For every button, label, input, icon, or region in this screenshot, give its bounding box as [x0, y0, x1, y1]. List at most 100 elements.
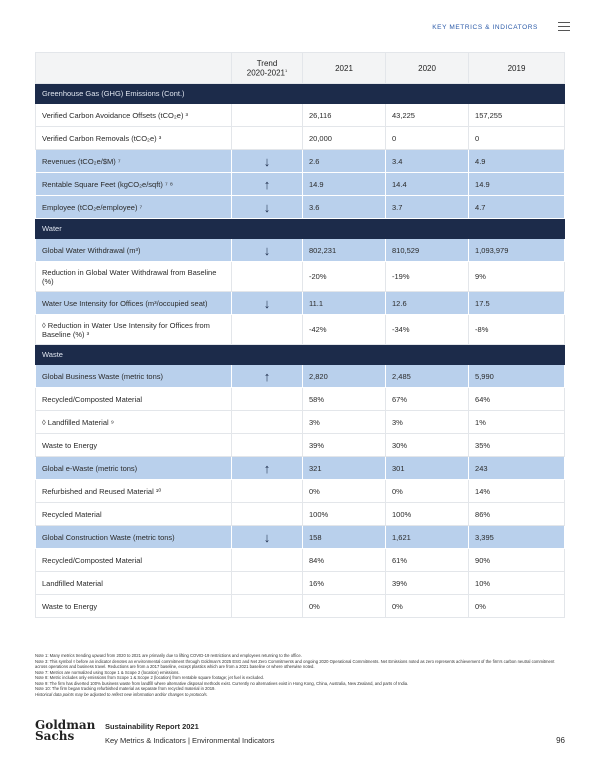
value-2020: 0%: [385, 594, 470, 618]
value-2021: 3%: [301, 410, 387, 434]
metric-label: Verified Carbon Removals (tCO₂e) ³: [35, 126, 232, 150]
trend-cell: ↑: [231, 456, 303, 480]
table-row: Global Construction Waste (metric tons) …: [35, 525, 565, 549]
trend-cell: [231, 314, 303, 345]
value-2019: 0: [468, 126, 565, 150]
arrow-up-icon: ↑: [263, 368, 271, 384]
arrow-down-icon: ↓: [263, 199, 271, 215]
value-2021: 20,000: [301, 126, 387, 150]
value-2021: 0%: [301, 594, 387, 618]
value-2020: -34%: [385, 314, 470, 345]
value-2020: -19%: [385, 261, 470, 292]
page-number: 96: [556, 736, 565, 745]
value-2019: 10%: [468, 571, 565, 595]
trend-cell: [231, 479, 303, 503]
arrow-up-icon: ↑: [263, 176, 271, 192]
value-2019: 64%: [468, 387, 565, 411]
metrics-table: Trend 2020-20211 2021 2020 2019 Greenhous…: [35, 52, 565, 618]
value-2021: 2.6: [301, 149, 387, 173]
value-2021: 2,820: [301, 364, 387, 388]
trend-cell: ↑: [231, 172, 303, 196]
year-2020-header: 2020: [385, 52, 470, 84]
table-row: Revenues (tCO₂e/$M) ⁷ ↓ 2.6 3.4 4.9: [35, 149, 565, 173]
value-2021: 158: [301, 525, 387, 549]
value-2021: 0%: [301, 479, 387, 503]
metric-label: Recycled/Composted Material: [35, 548, 232, 572]
trend-cell: ↓: [231, 195, 303, 219]
value-2020: 0: [385, 126, 470, 150]
metric-label: Waste to Energy: [35, 594, 232, 618]
value-2021: 3.6: [301, 195, 387, 219]
value-2020: 39%: [385, 571, 470, 595]
table-row: Global e-Waste (metric tons) ↑ 321 301 2…: [35, 456, 565, 480]
trend-cell: [231, 410, 303, 434]
metric-label: Water Use Intensity for Offices (m³/occu…: [35, 291, 232, 315]
value-2020: 61%: [385, 548, 470, 572]
value-2020: 30%: [385, 433, 470, 457]
label-header: [35, 52, 232, 84]
value-2019: -8%: [468, 314, 565, 345]
trend-cell: [231, 594, 303, 618]
value-2021: 14.9: [301, 172, 387, 196]
value-2021: 11.1: [301, 291, 387, 315]
table-row: Global Water Withdrawal (m³) ↓ 802,231 8…: [35, 238, 565, 262]
metric-label: Global Water Withdrawal (m³): [35, 238, 232, 262]
arrow-down-icon: ↓: [263, 295, 271, 311]
trend-cell: [231, 261, 303, 292]
table-row: Recycled/Composted Material 58% 67% 64%: [35, 387, 565, 411]
value-2020: 0%: [385, 479, 470, 503]
footnote: Note 1: Many metrics trending upward fro…: [35, 653, 302, 658]
value-2019: 35%: [468, 433, 565, 457]
value-2020: 2,485: [385, 364, 470, 388]
arrow-up-icon: ↑: [263, 460, 271, 476]
value-2020: 3.4: [385, 149, 470, 173]
metric-label: Recycled/Composted Material: [35, 387, 232, 411]
metric-label: Refurbished and Reused Material ¹⁰: [35, 479, 232, 503]
trend-cell: [231, 433, 303, 457]
value-2020: 1,621: [385, 525, 470, 549]
value-2019: 14%: [468, 479, 565, 503]
value-2021: 802,231: [301, 238, 387, 262]
trend-cell: ↓: [231, 238, 303, 262]
value-2021: 84%: [301, 548, 387, 572]
value-2020: 3%: [385, 410, 470, 434]
value-2021: 100%: [301, 502, 387, 526]
footnote: Note 10: The firm began tracking refurbi…: [35, 686, 216, 691]
footnote: Historical data points may be adjusted t…: [35, 691, 208, 697]
footnote: Note 8: Metric includes only emissions f…: [35, 675, 265, 680]
arrow-down-icon: ↓: [263, 242, 271, 258]
value-2021: -20%: [301, 261, 387, 292]
table-row: Reduction in Global Water Withdrawal fro…: [35, 261, 565, 292]
menu-icon[interactable]: [558, 22, 570, 34]
value-2020: 100%: [385, 502, 470, 526]
metric-label: ◊ Landfilled Material ⁹: [35, 410, 232, 434]
value-2019: 9%: [468, 261, 565, 292]
table-row: Employee (tCO₂e/employee) ⁷ ↓ 3.6 3.7 4.…: [35, 195, 565, 219]
value-2019: 0%: [468, 594, 565, 618]
value-2021: 26,116: [301, 103, 387, 127]
value-2019: 243: [468, 456, 565, 480]
table-row: Rentable Square Feet (kgCO₂e/sqft) ⁷ ⁸ ↑…: [35, 172, 565, 196]
value-2020: 43,225: [385, 103, 470, 127]
table-row: Verified Carbon Removals (tCO₂e) ³ 20,00…: [35, 126, 565, 150]
value-2020: 67%: [385, 387, 470, 411]
table-row: Water Use Intensity for Offices (m³/occu…: [35, 291, 565, 315]
footnote: Note 3: This symbol ◊ before an indicato…: [35, 658, 555, 670]
footnote: Note 7: Metrics are normalized using Sco…: [35, 669, 180, 675]
table-row: ◊ Landfilled Material ⁹ 3% 3% 1%: [35, 410, 565, 434]
value-2020: 3.7: [385, 195, 470, 219]
value-2021: -42%: [301, 314, 387, 345]
trend-header: Trend 2020-20211: [231, 52, 303, 84]
trend-cell: [231, 548, 303, 572]
metric-label: ◊ Reduction in Water Use Intensity for O…: [35, 314, 232, 345]
value-2020: 810,529: [385, 238, 470, 262]
trend-cell: [231, 103, 303, 127]
value-2019: 4.9: [468, 149, 565, 173]
value-2019: 1%: [468, 410, 565, 434]
trend-cell: ↑: [231, 364, 303, 388]
value-2020: 12.6: [385, 291, 470, 315]
table-header: Trend 2020-20211 2021 2020 2019: [35, 52, 565, 84]
table-row: Waste to Energy 0% 0% 0%: [35, 594, 565, 618]
footnote: Note 9: The firm has diverted 100% busin…: [35, 680, 409, 686]
table-row: Waste to Energy 39% 30% 35%: [35, 433, 565, 457]
